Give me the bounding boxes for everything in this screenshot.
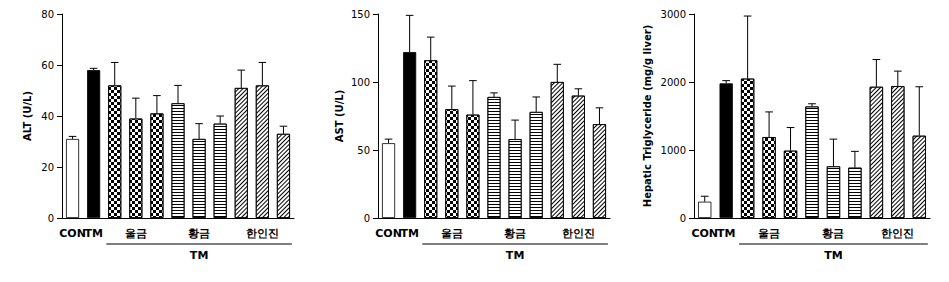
svg-text:TM: TM xyxy=(190,249,208,262)
svg-text:CON: CON xyxy=(691,227,718,240)
svg-text:0: 0 xyxy=(364,213,370,224)
svg-text:150: 150 xyxy=(351,9,370,20)
svg-text:울금: 울금 xyxy=(441,227,463,240)
svg-text:2000: 2000 xyxy=(661,77,686,88)
svg-text:0: 0 xyxy=(680,213,686,224)
svg-text:울금: 울금 xyxy=(758,227,780,240)
svg-text:50: 50 xyxy=(357,145,370,156)
svg-text:한인진: 한인진 xyxy=(562,227,595,240)
svg-text:한인진: 한인진 xyxy=(881,227,914,240)
svg-text:CON: CON xyxy=(59,227,86,240)
svg-text:한인진: 한인진 xyxy=(246,227,279,240)
svg-text:100: 100 xyxy=(351,77,370,88)
svg-text:1000: 1000 xyxy=(661,145,686,156)
svg-text:황금: 황금 xyxy=(188,227,210,240)
svg-text:0: 0 xyxy=(48,213,54,224)
svg-text:AST (U/L): AST (U/L) xyxy=(334,90,345,143)
svg-text:ALT (U/L): ALT (U/L) xyxy=(22,91,33,141)
svg-text:황금: 황금 xyxy=(822,227,844,240)
svg-text:TM: TM xyxy=(824,249,842,262)
svg-text:TM: TM xyxy=(717,227,735,240)
svg-text:80: 80 xyxy=(41,9,54,20)
svg-text:60: 60 xyxy=(41,60,54,71)
svg-text:3000: 3000 xyxy=(661,9,686,20)
svg-text:TM: TM xyxy=(506,249,524,262)
svg-text:20: 20 xyxy=(41,162,54,173)
svg-text:TM: TM xyxy=(84,227,102,240)
svg-text:Hepatic Triglyceride (mg/g liv: Hepatic Triglyceride (mg/g liver) xyxy=(642,25,653,207)
svg-text:CON: CON xyxy=(375,227,402,240)
svg-text:TM: TM xyxy=(400,227,418,240)
svg-text:황금: 황금 xyxy=(504,227,526,240)
svg-text:40: 40 xyxy=(41,111,54,122)
svg-text:울금: 울금 xyxy=(125,227,147,240)
